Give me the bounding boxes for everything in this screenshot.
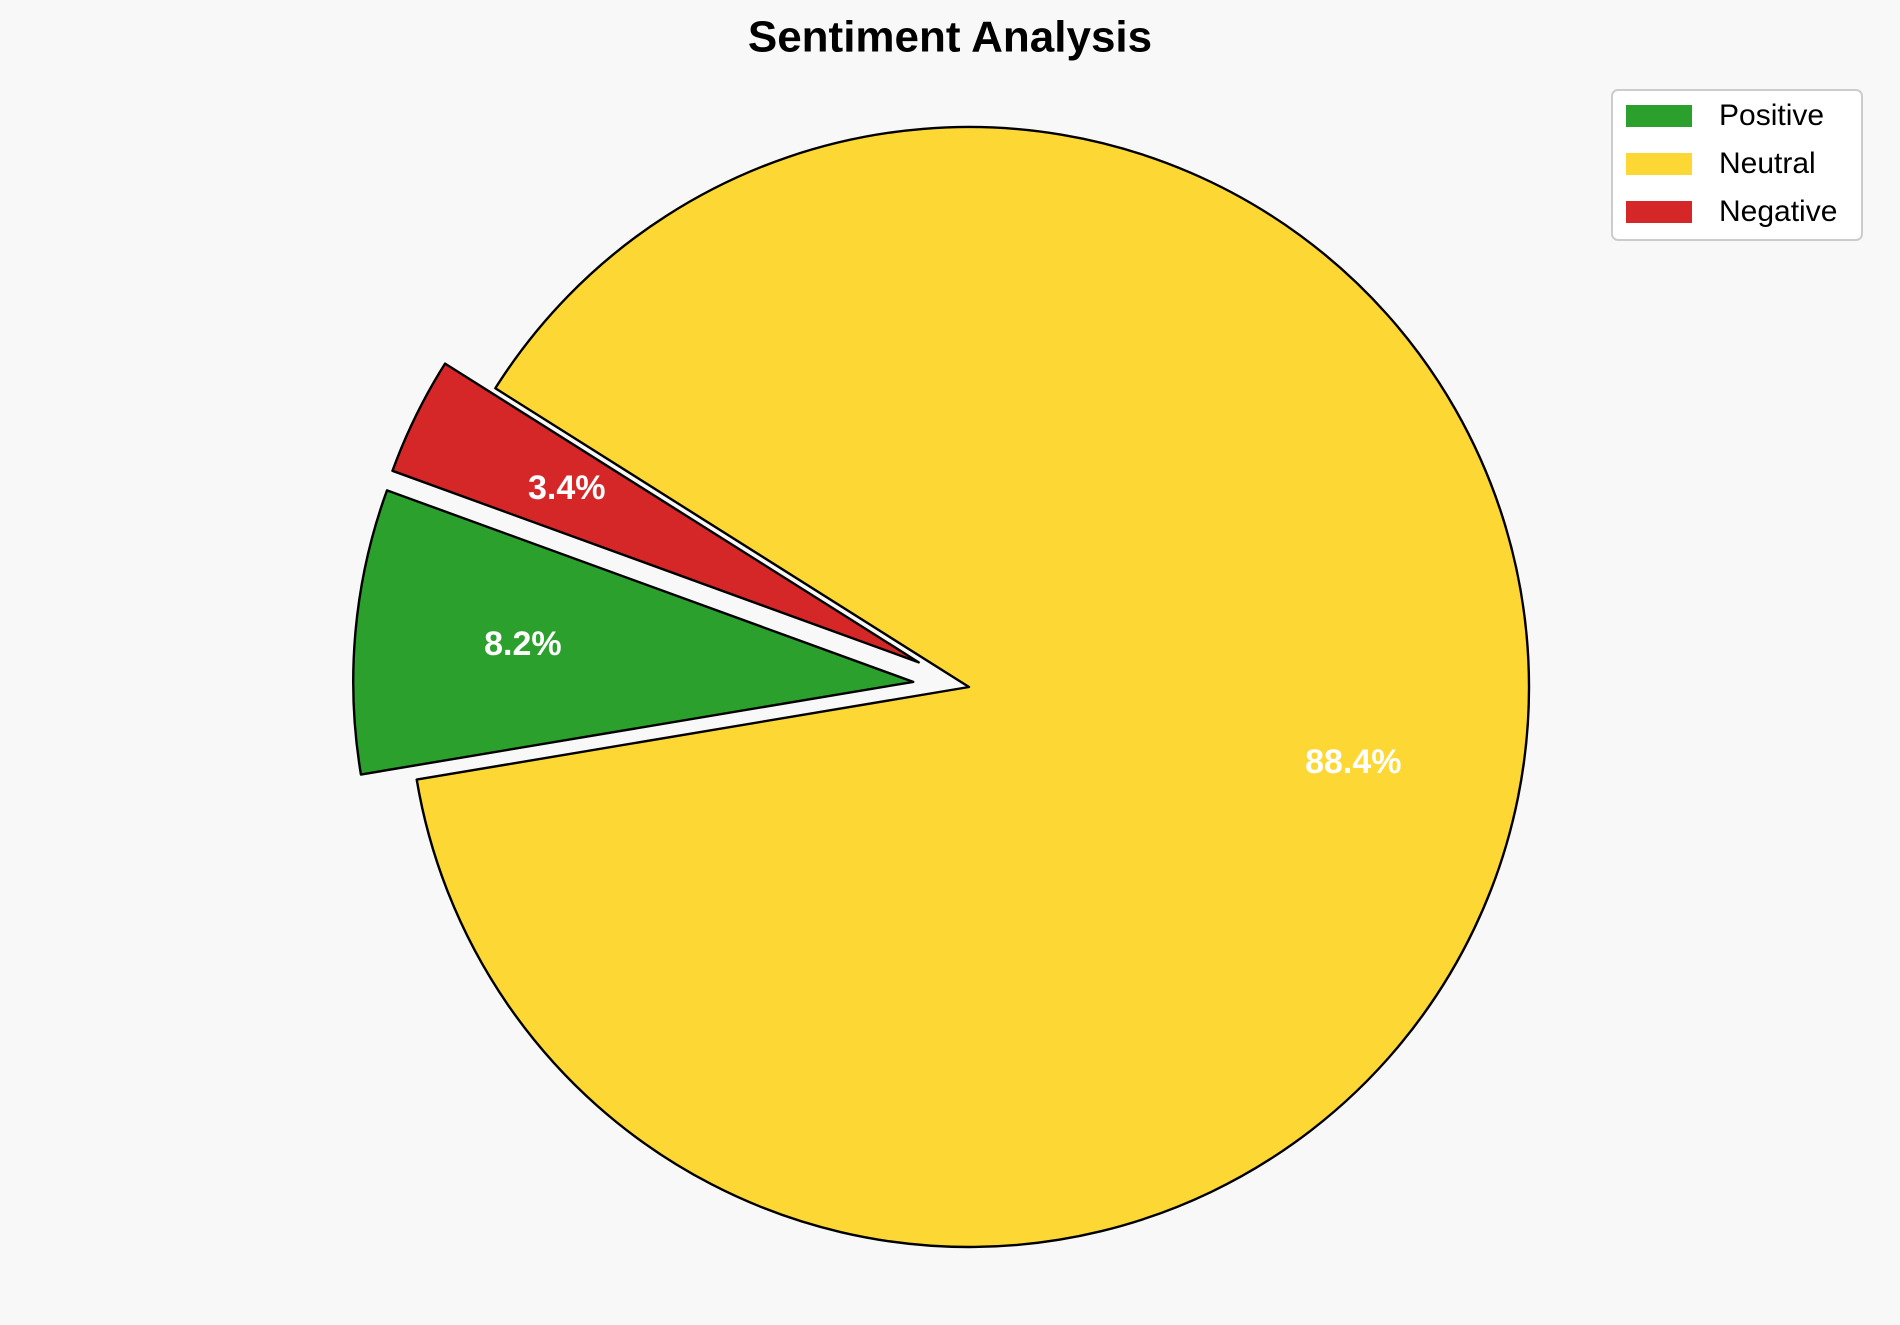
legend-label: Negative [1719,195,1837,228]
legend-label: Neutral [1719,147,1816,180]
pie-slice [415,125,1531,1249]
slice-label: 88.4% [1305,743,1401,781]
legend-swatch [1626,153,1692,175]
pie-slice [391,362,920,664]
legend-swatch [1626,105,1692,127]
legend-swatch [1626,201,1692,223]
legend-label: Positive [1719,99,1824,132]
pie-slice [352,489,915,776]
slice-label: 8.2% [484,625,562,663]
chart-title: Sentiment Analysis [748,13,1152,62]
slice-label: 3.4% [528,469,606,507]
